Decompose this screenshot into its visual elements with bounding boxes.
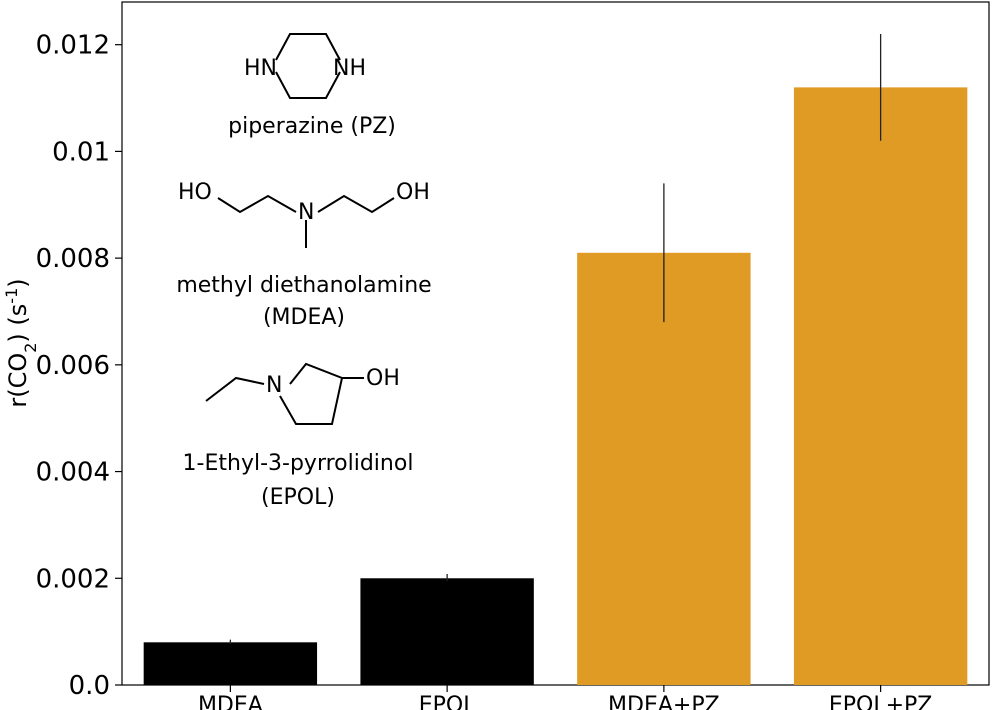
y-axis-title-prefix: r(CO — [4, 353, 32, 408]
y-axis-title-suffix: ) — [4, 278, 32, 287]
y-tick-label: 0.01 — [52, 137, 110, 167]
x-tick-label: EPOL+PZ — [829, 693, 933, 710]
bar-mdea-plus-pz — [577, 252, 751, 685]
bars-group — [143, 34, 968, 685]
y-tick-label: 0.006 — [36, 351, 110, 381]
pz-name: piperazine (PZ) — [228, 114, 396, 139]
epol-structure — [205, 362, 364, 425]
y-axis: 0.0 0.002 0.004 0.006 0.008 0.01 0.012 — [36, 31, 122, 701]
structures-inset: HN NH piperazine (PZ) HO N OH methyl die… — [176, 33, 432, 510]
mdea-oh-label: OH — [396, 180, 430, 205]
y-axis-title-sub: 2 — [21, 343, 40, 353]
y-axis-title-mid: ) (s — [4, 304, 32, 343]
y-tick-label: 0.002 — [36, 564, 110, 594]
mdea-name-line2: (MDEA) — [263, 305, 345, 330]
pz-hn-label: HN — [244, 56, 277, 81]
x-axis: MDEA EPOL MDEA+PZ EPOL+PZ — [198, 685, 932, 710]
mdea-n-label: N — [298, 200, 314, 225]
y-tick-label: 0.004 — [36, 458, 110, 488]
pz-ring-lower — [275, 71, 341, 99]
x-tick-label: EPOL — [419, 693, 476, 710]
bar-epol-plus-pz — [793, 87, 968, 685]
plot-frame — [121, 1, 990, 686]
bar-mdea — [143, 642, 318, 685]
x-tick-label: MDEA+PZ — [608, 693, 720, 710]
pz-ring-upper — [275, 33, 341, 61]
epol-name-line1: 1-Ethyl-3-pyrrolidinol — [183, 451, 414, 476]
y-axis-title: r(CO2) (s-1) — [2, 278, 40, 407]
y-tick-label: 0.008 — [36, 244, 110, 274]
epol-ring — [279, 362, 344, 425]
x-tick-label: MDEA — [198, 693, 263, 710]
mdea-structure — [217, 194, 395, 248]
y-tick-label: 0.012 — [36, 31, 110, 61]
mdea-right-chain — [317, 194, 395, 214]
mdea-name-line1: methyl diethanolamine — [176, 273, 431, 298]
mdea-left-chain — [217, 194, 297, 214]
y-tick-label: 0.0 — [69, 671, 110, 701]
y-axis-title-sup: -1 — [2, 288, 21, 304]
pz-nh-label: NH — [333, 56, 366, 81]
mdea-ho-label: HO — [178, 180, 212, 205]
piperazine-structure — [275, 33, 341, 99]
epol-name-line2: (EPOL) — [261, 485, 335, 510]
epol-oh-label: OH — [366, 366, 400, 391]
epol-n-label: N — [266, 373, 282, 398]
bar-epol — [360, 578, 534, 685]
epol-ethyl — [205, 376, 265, 402]
